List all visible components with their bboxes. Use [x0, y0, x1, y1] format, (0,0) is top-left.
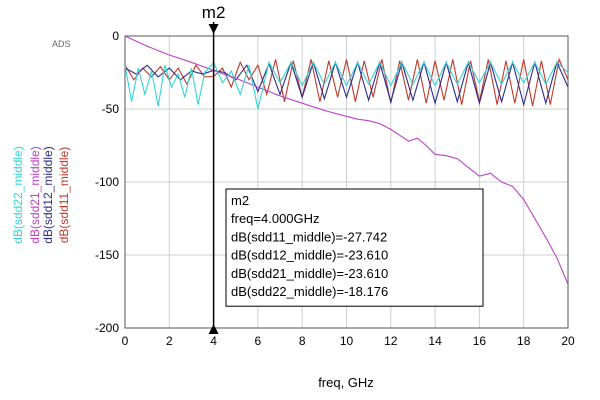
x-tick-labels: 0 2 4 6 8 10 12 14 16 18 20 — [122, 334, 575, 348]
marker-readout-box — [225, 188, 484, 307]
x-tick-label: 0 — [122, 334, 129, 348]
x-tick-label: 12 — [384, 334, 398, 348]
series-lines — [124, 35, 569, 285]
marker-bottom-arrow — [208, 324, 219, 334]
marker-readout-line: dB(sdd21_middle)=-23.610 — [231, 266, 388, 281]
x-tick-label: 2 — [166, 334, 173, 348]
plot-frame — [124, 35, 569, 329]
x-axis-title: freq, GHz — [318, 375, 374, 390]
ads-logo: ADS — [52, 39, 71, 49]
marker-readout-line: dB(sdd22_middle)=-18.176 — [231, 284, 388, 299]
legend-entry: dB(sdd22_middle) — [11, 146, 25, 243]
legend-entry: dB(sdd11_middle) — [57, 147, 71, 244]
series-line-db-sdd22-middle- — [124, 60, 569, 110]
series-line-db-sdd21-middle- — [124, 35, 569, 285]
legend: dB(sdd22_middle) dB(sdd21_middle) dB(sdd12… — [11, 146, 71, 243]
marker-readout-line: m2 — [231, 193, 249, 208]
x-tick-label: 16 — [473, 334, 487, 348]
legend-entry: dB(sdd21_middle) — [28, 146, 42, 243]
y-tick-label: -50 — [102, 102, 120, 116]
series-line-db-sdd12-middle- — [124, 60, 569, 107]
legend-entry: dB(sdd12_middle) — [41, 146, 55, 243]
marker-m2[interactable]: m2 m2 freq=4.000GHz dB(sdd11_middle)=-27.74… — [202, 3, 484, 334]
marker-readout-line: dB(sdd11_middle)=-27.742 — [231, 229, 387, 244]
marker-readout-line: freq=4.000GHz — [231, 211, 320, 226]
marker-top-arrow — [208, 24, 219, 34]
x-tick-label: 8 — [299, 334, 306, 348]
x-tick-label: 18 — [517, 334, 531, 348]
y-tick-label: -100 — [95, 175, 119, 189]
y-tick-label: -150 — [95, 248, 119, 262]
marker-name: m2 — [202, 3, 226, 22]
x-tick-label: 10 — [340, 334, 354, 348]
y-tick-label: 0 — [112, 29, 119, 43]
series-line-db-sdd11-middle- — [124, 57, 569, 107]
x-tick-label: 20 — [561, 334, 575, 348]
y-tick-labels: 0 -50 -100 -150 -200 — [95, 29, 119, 335]
x-tick-label: 14 — [428, 334, 442, 348]
y-tick-label: -200 — [95, 321, 119, 335]
marker-readout-line: dB(sdd12_middle)=-23.610 — [231, 248, 388, 263]
x-tick-label: 6 — [255, 334, 262, 348]
x-tick-label: 4 — [210, 334, 217, 348]
